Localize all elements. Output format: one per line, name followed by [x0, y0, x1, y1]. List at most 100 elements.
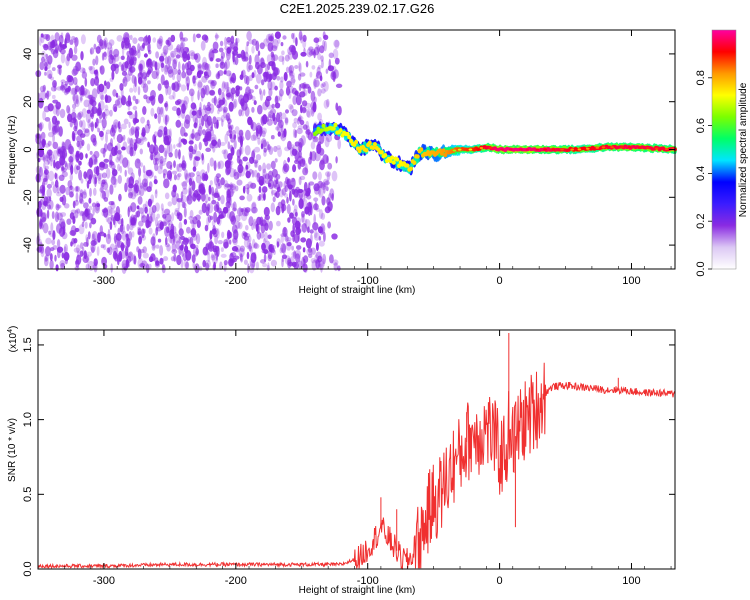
noise-dot — [184, 244, 189, 254]
noise-dot — [48, 120, 52, 131]
noise-dot — [46, 188, 52, 199]
noise-dot — [210, 254, 216, 261]
noise-dot — [174, 208, 180, 212]
noise-dot — [105, 167, 111, 179]
noise-dot — [289, 78, 296, 84]
noise-dot — [79, 93, 83, 103]
signal-track-mark — [345, 131, 350, 137]
noise-dot — [117, 95, 121, 101]
noise-dot — [320, 212, 326, 220]
noise-dot — [56, 212, 63, 221]
noise-dot — [257, 104, 263, 115]
noise-dot — [246, 187, 250, 195]
noise-dot — [212, 134, 217, 145]
noise-dot — [157, 38, 163, 44]
noise-dot — [322, 82, 326, 88]
noise-dot — [236, 179, 243, 186]
noise-dot — [93, 43, 97, 50]
noise-dot — [327, 201, 333, 212]
noise-dot — [280, 76, 284, 83]
noise-dot — [267, 62, 271, 71]
noise-dot — [270, 108, 277, 115]
noise-dot — [87, 118, 91, 129]
noise-dot — [173, 144, 176, 149]
colorbar-ticks: 0.00.20.40.60.8 — [695, 70, 712, 277]
noise-dot — [194, 156, 201, 161]
noise-dot — [168, 152, 173, 158]
noise-dot — [302, 263, 308, 273]
noise-dot — [313, 232, 321, 241]
noise-dot — [220, 247, 224, 253]
noise-dot — [202, 62, 205, 72]
noise-dot — [158, 93, 164, 104]
snr-y-ticks: 0.00.51.01.5 — [22, 337, 675, 577]
noise-dot — [71, 68, 78, 77]
signal-peak-mark — [645, 147, 650, 149]
noise-dot — [282, 159, 287, 171]
y-tick-label: 1.0 — [22, 412, 34, 427]
noise-dot — [276, 220, 281, 227]
noise-dot — [325, 179, 330, 186]
noise-dot — [335, 156, 338, 164]
noise-dot — [86, 168, 94, 180]
noise-dot — [159, 55, 165, 62]
noise-dot — [61, 252, 64, 259]
noise-dot — [176, 44, 181, 53]
noise-dot — [251, 38, 257, 46]
noise-dot — [92, 233, 96, 245]
noise-dot — [50, 86, 57, 92]
noise-dot — [110, 176, 117, 185]
noise-dot — [139, 148, 143, 155]
noise-dot — [82, 87, 88, 96]
noise-dot — [90, 246, 95, 254]
noise-dot — [127, 137, 131, 145]
noise-dot — [170, 34, 176, 43]
noise-dot — [178, 141, 183, 148]
noise-dot — [260, 194, 265, 201]
noise-dot — [50, 222, 54, 233]
signal-track-mark — [419, 147, 424, 152]
noise-dot — [97, 127, 100, 133]
noise-dot — [231, 72, 237, 84]
noise-dot — [201, 202, 207, 214]
noise-dot — [206, 69, 212, 78]
noise-dot — [183, 132, 188, 137]
noise-dot — [225, 166, 231, 176]
noise-dot — [240, 208, 244, 213]
noise-dot — [180, 191, 184, 200]
noise-dot — [77, 112, 82, 120]
noise-dot — [259, 58, 265, 66]
noise-dot — [163, 208, 171, 216]
noise-dot — [201, 75, 208, 83]
noise-dot — [142, 106, 147, 115]
noise-dot — [211, 80, 217, 87]
noise-dot — [205, 171, 208, 182]
noise-dot — [164, 150, 168, 160]
noise-dot — [60, 79, 66, 84]
noise-dot — [242, 156, 248, 162]
noise-dot — [270, 51, 274, 58]
noise-dot — [227, 141, 231, 150]
noise-dot — [251, 169, 255, 178]
noise-dot — [140, 249, 145, 254]
noise-dot — [308, 181, 315, 186]
noise-dot — [42, 84, 46, 92]
noise-dot — [60, 48, 66, 55]
noise-dot — [96, 203, 101, 208]
noise-dot — [275, 126, 280, 131]
noise-dot — [189, 209, 194, 219]
noise-dot — [212, 41, 219, 51]
noise-dot — [120, 94, 126, 106]
noise-dot — [87, 94, 93, 100]
noise-dot — [130, 56, 133, 67]
noise-dot — [226, 47, 232, 54]
noise-dot — [266, 141, 270, 151]
noise-dot — [219, 40, 224, 47]
snr-y-scale-exponent: 4 — [7, 329, 14, 333]
noise-dot — [78, 169, 83, 181]
noise-dot — [216, 104, 221, 109]
noise-dot — [253, 251, 257, 260]
noise-dot — [267, 111, 272, 118]
noise-dot — [129, 137, 134, 149]
